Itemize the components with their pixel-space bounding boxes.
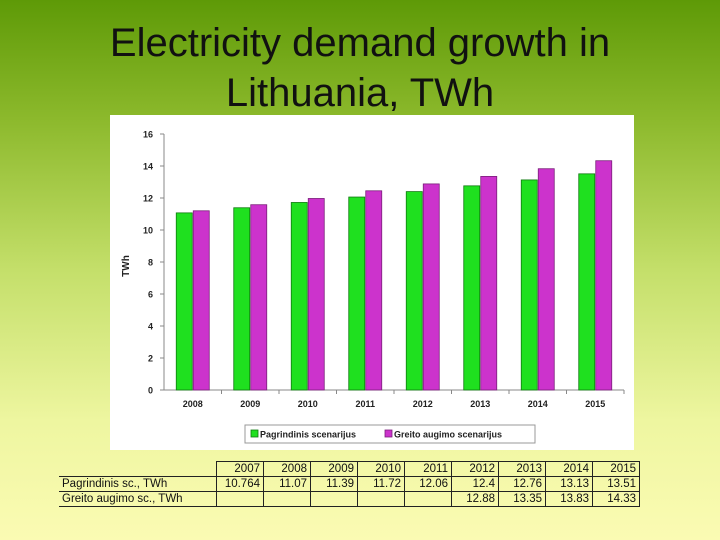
y-tick-label: 4 bbox=[148, 322, 153, 332]
bar-greito-augimo bbox=[365, 190, 383, 391]
table-cell bbox=[404, 491, 452, 507]
x-tick-label: 2012 bbox=[413, 399, 433, 409]
year-header: 2008 bbox=[263, 461, 311, 477]
y-tick-label: 10 bbox=[143, 226, 153, 236]
x-tick-label: 2015 bbox=[585, 399, 605, 409]
row-label: Pagrindinis sc., TWh bbox=[59, 476, 217, 492]
bar-greito-augimo bbox=[250, 204, 268, 391]
table-cell: 12.76 bbox=[498, 476, 546, 492]
table-cell: 12.06 bbox=[404, 476, 452, 492]
table-header-row: 2007 2008 2009 2010 2011 2012 2013 2014 … bbox=[59, 461, 640, 477]
bar-pagrindinis bbox=[578, 173, 596, 391]
y-tick-label: 8 bbox=[148, 258, 153, 268]
year-header: 2013 bbox=[498, 461, 546, 477]
y-tick-label: 16 bbox=[143, 130, 153, 140]
bar-pagrindinis bbox=[290, 202, 308, 391]
x-tick-label: 2009 bbox=[240, 399, 260, 409]
table-cell bbox=[263, 491, 311, 507]
x-tick-label: 2010 bbox=[298, 399, 318, 409]
bar-greito-augimo bbox=[307, 198, 325, 391]
x-tick-label: 2013 bbox=[470, 399, 490, 409]
chart-area: 0 2 4 6 8 10 12 14 16 TWh 2008 2009 2010 2011 2012 2013… bbox=[110, 115, 634, 450]
y-tick-label: 0 bbox=[148, 386, 153, 396]
table-cell bbox=[310, 491, 358, 507]
x-tick-label: 2008 bbox=[183, 399, 203, 409]
table-cell: 11.39 bbox=[310, 476, 358, 492]
legend-label: Pagrindinis scenarijus bbox=[260, 430, 356, 440]
table-cell: 13.51 bbox=[592, 476, 640, 492]
bar-greito-augimo bbox=[595, 160, 613, 391]
table-corner-cell bbox=[59, 461, 217, 477]
year-header: 2010 bbox=[357, 461, 405, 477]
table-cell bbox=[357, 491, 405, 507]
legend-swatch-greito-augimo bbox=[384, 429, 393, 438]
year-header: 2011 bbox=[404, 461, 452, 477]
table-cell: 13.13 bbox=[545, 476, 593, 492]
bar-greito-augimo bbox=[480, 176, 498, 391]
x-tick-label: 2011 bbox=[355, 399, 375, 409]
bar-greito-augimo bbox=[192, 210, 210, 391]
bar-chart: 0 2 4 6 8 10 12 14 16 TWh 2008 2009 2010 2011 2012 2013… bbox=[121, 130, 625, 444]
table-cell: 12.88 bbox=[451, 491, 499, 507]
title-line-2: Lithuania, TWh bbox=[225, 71, 495, 115]
bar-pagrindinis bbox=[405, 191, 423, 391]
x-tick-label: 2014 bbox=[528, 399, 548, 409]
table-cell bbox=[216, 491, 264, 507]
table-cell: 14.33 bbox=[592, 491, 640, 507]
bar-pagrindinis bbox=[348, 196, 366, 391]
slide-title: Electricity demand growth in Lithuania, … bbox=[0, 18, 720, 118]
year-header: 2009 bbox=[310, 461, 358, 477]
y-tick-label: 2 bbox=[148, 354, 153, 364]
table-cell: 11.72 bbox=[357, 476, 405, 492]
bar-pagrindinis bbox=[463, 185, 481, 391]
table-cell: 12.4 bbox=[451, 476, 499, 492]
y-axis-label: TWh bbox=[121, 255, 132, 277]
table-cell: 13.35 bbox=[498, 491, 546, 507]
bar-pagrindinis bbox=[175, 212, 193, 391]
table-cell: 11.07 bbox=[263, 476, 311, 492]
year-header: 2014 bbox=[545, 461, 593, 477]
y-tick-label: 12 bbox=[143, 194, 153, 204]
bar-pagrindinis bbox=[233, 207, 251, 391]
y-tick-label: 14 bbox=[143, 162, 153, 172]
table-row: Pagrindinis sc., TWh 10.764 11.07 11.39 … bbox=[59, 476, 640, 492]
table-cell: 13.83 bbox=[545, 491, 593, 507]
title-line-1: Electricity demand growth in bbox=[109, 21, 611, 65]
y-tick-label: 6 bbox=[148, 290, 153, 300]
year-header: 2015 bbox=[592, 461, 640, 477]
bar-greito-augimo bbox=[422, 183, 440, 391]
year-header: 2012 bbox=[451, 461, 499, 477]
row-label: Greito augimo sc., TWh bbox=[59, 491, 217, 507]
legend-label: Greito augimo scenarijus bbox=[394, 430, 502, 440]
year-header: 2007 bbox=[216, 461, 264, 477]
data-table: 2007 2008 2009 2010 2011 2012 2013 2014 … bbox=[59, 461, 640, 507]
table-cell: 10.764 bbox=[216, 476, 264, 492]
bar-pagrindinis bbox=[520, 179, 538, 391]
table-row: Greito augimo sc., TWh 12.88 13.35 13.83… bbox=[59, 491, 640, 507]
bar-greito-augimo bbox=[537, 168, 555, 391]
legend-swatch-pagrindinis bbox=[250, 429, 259, 438]
